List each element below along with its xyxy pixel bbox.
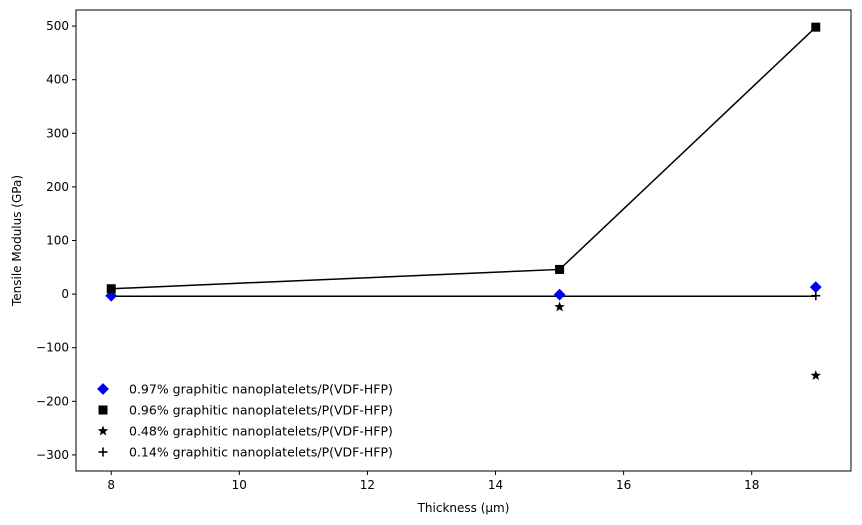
data-point-star bbox=[810, 370, 821, 381]
x-tick-label: 16 bbox=[616, 478, 631, 492]
legend-item: 0.48% graphitic nanoplatelets/P(VDF-HFP) bbox=[97, 424, 393, 439]
legend-label: 0.97% graphitic nanoplatelets/P(VDF-HFP) bbox=[129, 382, 393, 397]
legend-label: 0.48% graphitic nanoplatelets/P(VDF-HFP) bbox=[129, 424, 393, 439]
series-line bbox=[111, 26, 817, 290]
y-tick-label: −100 bbox=[36, 341, 69, 355]
legend-marker bbox=[98, 405, 108, 415]
legend-item: 0.14% graphitic nanoplatelets/P(VDF-HFP) bbox=[98, 445, 393, 460]
legend-marker bbox=[97, 383, 109, 395]
fit-lines bbox=[111, 26, 817, 297]
legend-marker-square bbox=[98, 405, 108, 415]
y-axis-label: Tensile Modulus (GPa) bbox=[10, 175, 24, 307]
data-point-star bbox=[554, 301, 565, 312]
legend: 0.97% graphitic nanoplatelets/P(VDF-HFP)… bbox=[97, 382, 393, 460]
x-tick-label: 18 bbox=[744, 478, 759, 492]
data-point-plus bbox=[811, 291, 821, 301]
legend-marker bbox=[97, 425, 109, 436]
y-tick-label: 400 bbox=[46, 73, 69, 87]
legend-label: 0.14% graphitic nanoplatelets/P(VDF-HFP) bbox=[129, 445, 393, 460]
legend-marker-star bbox=[97, 425, 109, 436]
data-point-square bbox=[555, 264, 565, 274]
legend-item: 0.96% graphitic nanoplatelets/P(VDF-HFP) bbox=[98, 403, 393, 418]
data-point-diamond bbox=[553, 288, 566, 301]
y-tick-label: −200 bbox=[36, 394, 69, 408]
legend-marker-plus bbox=[98, 447, 108, 457]
data-markers bbox=[105, 22, 822, 381]
y-tick-label: 300 bbox=[46, 126, 69, 140]
x-tick-label: 10 bbox=[232, 478, 247, 492]
legend-label: 0.96% graphitic nanoplatelets/P(VDF-HFP) bbox=[129, 403, 393, 418]
data-point-square bbox=[106, 284, 116, 294]
x-tick-label: 14 bbox=[488, 478, 503, 492]
x-tick-label: 12 bbox=[360, 478, 375, 492]
data-point-square bbox=[811, 22, 821, 32]
legend-marker bbox=[98, 447, 108, 457]
y-tick-label: 500 bbox=[46, 19, 69, 33]
y-tick-label: −300 bbox=[36, 448, 69, 462]
x-tick-label: 8 bbox=[107, 478, 115, 492]
legend-marker-diamond bbox=[97, 383, 109, 395]
legend-item: 0.97% graphitic nanoplatelets/P(VDF-HFP) bbox=[97, 382, 393, 397]
y-tick-label: 200 bbox=[46, 180, 69, 194]
axes: 8 10 12 14 16 18 −300 −200 −100 0 100 200 300 400 500 bbox=[36, 9, 852, 492]
y-tick-label: 0 bbox=[61, 287, 69, 301]
data-point-diamond bbox=[809, 281, 822, 294]
y-tick-label: 100 bbox=[46, 234, 69, 248]
x-axis-label: Thickness (µm) bbox=[417, 501, 510, 515]
